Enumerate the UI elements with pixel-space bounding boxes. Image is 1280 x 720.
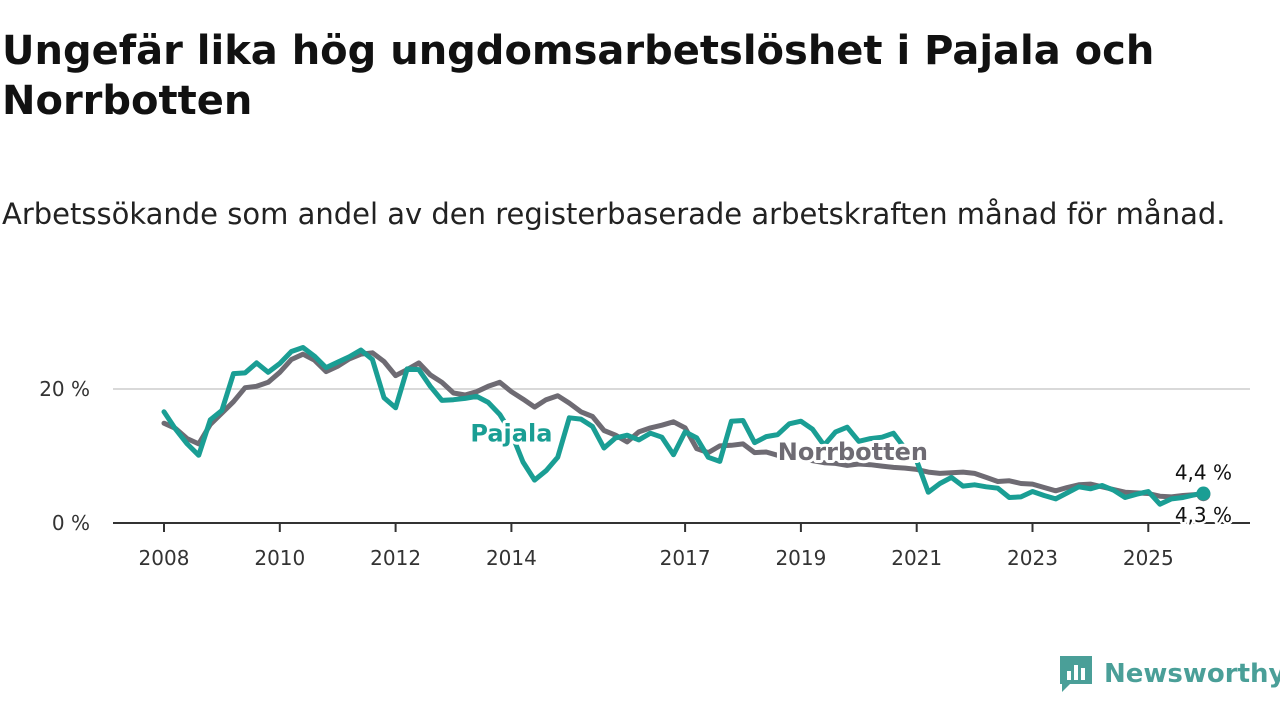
chart-subtitle: Arbetssökande som andel av den registerb… [2, 197, 1226, 231]
x-tick-label: 2012 [370, 546, 421, 570]
x-tick-label: 2017 [660, 546, 711, 570]
x-tick-label: 2021 [891, 546, 942, 570]
x-tick-label: 2014 [486, 546, 537, 570]
end-marker-pajala [1196, 486, 1211, 501]
newsworthy-brand[interactable]: Newsworthy [1058, 652, 1280, 696]
x-tick-label: 2008 [139, 546, 190, 570]
series-label-pajala: Pajala [470, 419, 552, 447]
y-tick-label: 0 % [52, 511, 90, 535]
newsworthy-logo-icon [1060, 656, 1092, 692]
x-tick-label: 2023 [1007, 546, 1058, 570]
y-tick-label: 20 % [39, 377, 90, 401]
x-tick-label: 2019 [775, 546, 826, 570]
end-value-label-norrbotten: 4,3 % [1175, 503, 1232, 527]
chart-title: Ungefär lika hög ungdomsarbetslöshet i P… [2, 28, 1155, 124]
x-tick-label: 2025 [1123, 546, 1174, 570]
end-value-label-pajala: 4,4 % [1175, 461, 1232, 485]
series-line-norrbotten [161, 350, 1203, 500]
x-tick-label: 2010 [254, 546, 305, 570]
series-label-norrbotten: Norrbotten [778, 438, 928, 466]
brand-name: Newsworthy [1104, 659, 1280, 689]
series-line-pajala [161, 345, 1203, 507]
